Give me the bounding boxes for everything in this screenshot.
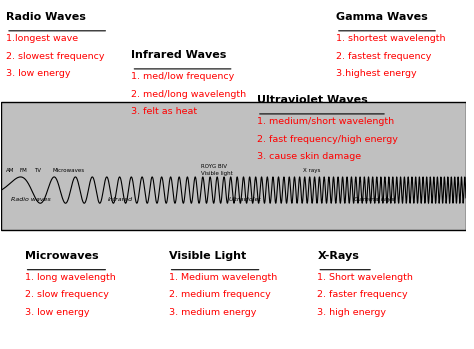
Text: 2. medium frequency: 2. medium frequency [169,290,270,299]
Text: 3. felt as heat: 3. felt as heat [131,107,198,116]
Text: 2. slowest frequency: 2. slowest frequency [6,52,105,61]
Text: Infrared Waves: Infrared Waves [131,50,227,60]
Text: 2. med/long wavelength: 2. med/long wavelength [131,90,246,99]
Text: TV: TV [34,168,41,173]
Text: Gamma rays: Gamma rays [355,197,395,202]
Text: 3. medium energy: 3. medium energy [169,308,256,317]
Text: AM: AM [6,168,14,173]
Text: 1. medium/short wavelength: 1. medium/short wavelength [257,117,394,126]
Text: Ultraviolet Waves: Ultraviolet Waves [257,95,368,105]
Text: 1. Medium wavelength: 1. Medium wavelength [169,273,277,282]
Text: Visible Light: Visible Light [169,251,246,261]
Text: Visible light: Visible light [201,171,233,176]
Text: 3. low energy: 3. low energy [25,308,89,317]
Text: 1. long wavelength: 1. long wavelength [25,273,115,282]
Text: Radio Waves: Radio Waves [6,12,86,22]
Text: 3. high energy: 3. high energy [317,308,386,317]
Text: 3.highest energy: 3.highest energy [336,69,417,78]
Text: 2. faster frequency: 2. faster frequency [317,290,408,299]
FancyBboxPatch shape [1,102,466,230]
Text: Microwaves: Microwaves [25,251,98,261]
Text: X-Rays: X-Rays [317,251,359,261]
Text: 1. shortest wavelength: 1. shortest wavelength [336,34,446,43]
Text: 1.longest wave: 1.longest wave [6,34,78,43]
Text: Microwaves: Microwaves [53,168,85,173]
Text: 3. low energy: 3. low energy [6,69,71,78]
Text: 1. Short wavelength: 1. Short wavelength [317,273,413,282]
Text: Radio waves: Radio waves [11,197,50,202]
Text: 1. med/low frequency: 1. med/low frequency [131,72,235,81]
Text: X rays: X rays [303,168,321,173]
Text: 2. slow frequency: 2. slow frequency [25,290,109,299]
Text: Ultraviolet: Ultraviolet [229,197,262,202]
Text: 2. fastest frequency: 2. fastest frequency [336,52,431,61]
Text: 3. cause skin damage: 3. cause skin damage [257,152,361,161]
Text: FM: FM [20,168,27,173]
Text: Gamma Waves: Gamma Waves [336,12,428,22]
Text: 2. fast frequency/high energy: 2. fast frequency/high energy [257,135,398,144]
Text: Infrared: Infrared [108,197,133,202]
Text: ROYG BIV: ROYG BIV [201,164,227,169]
